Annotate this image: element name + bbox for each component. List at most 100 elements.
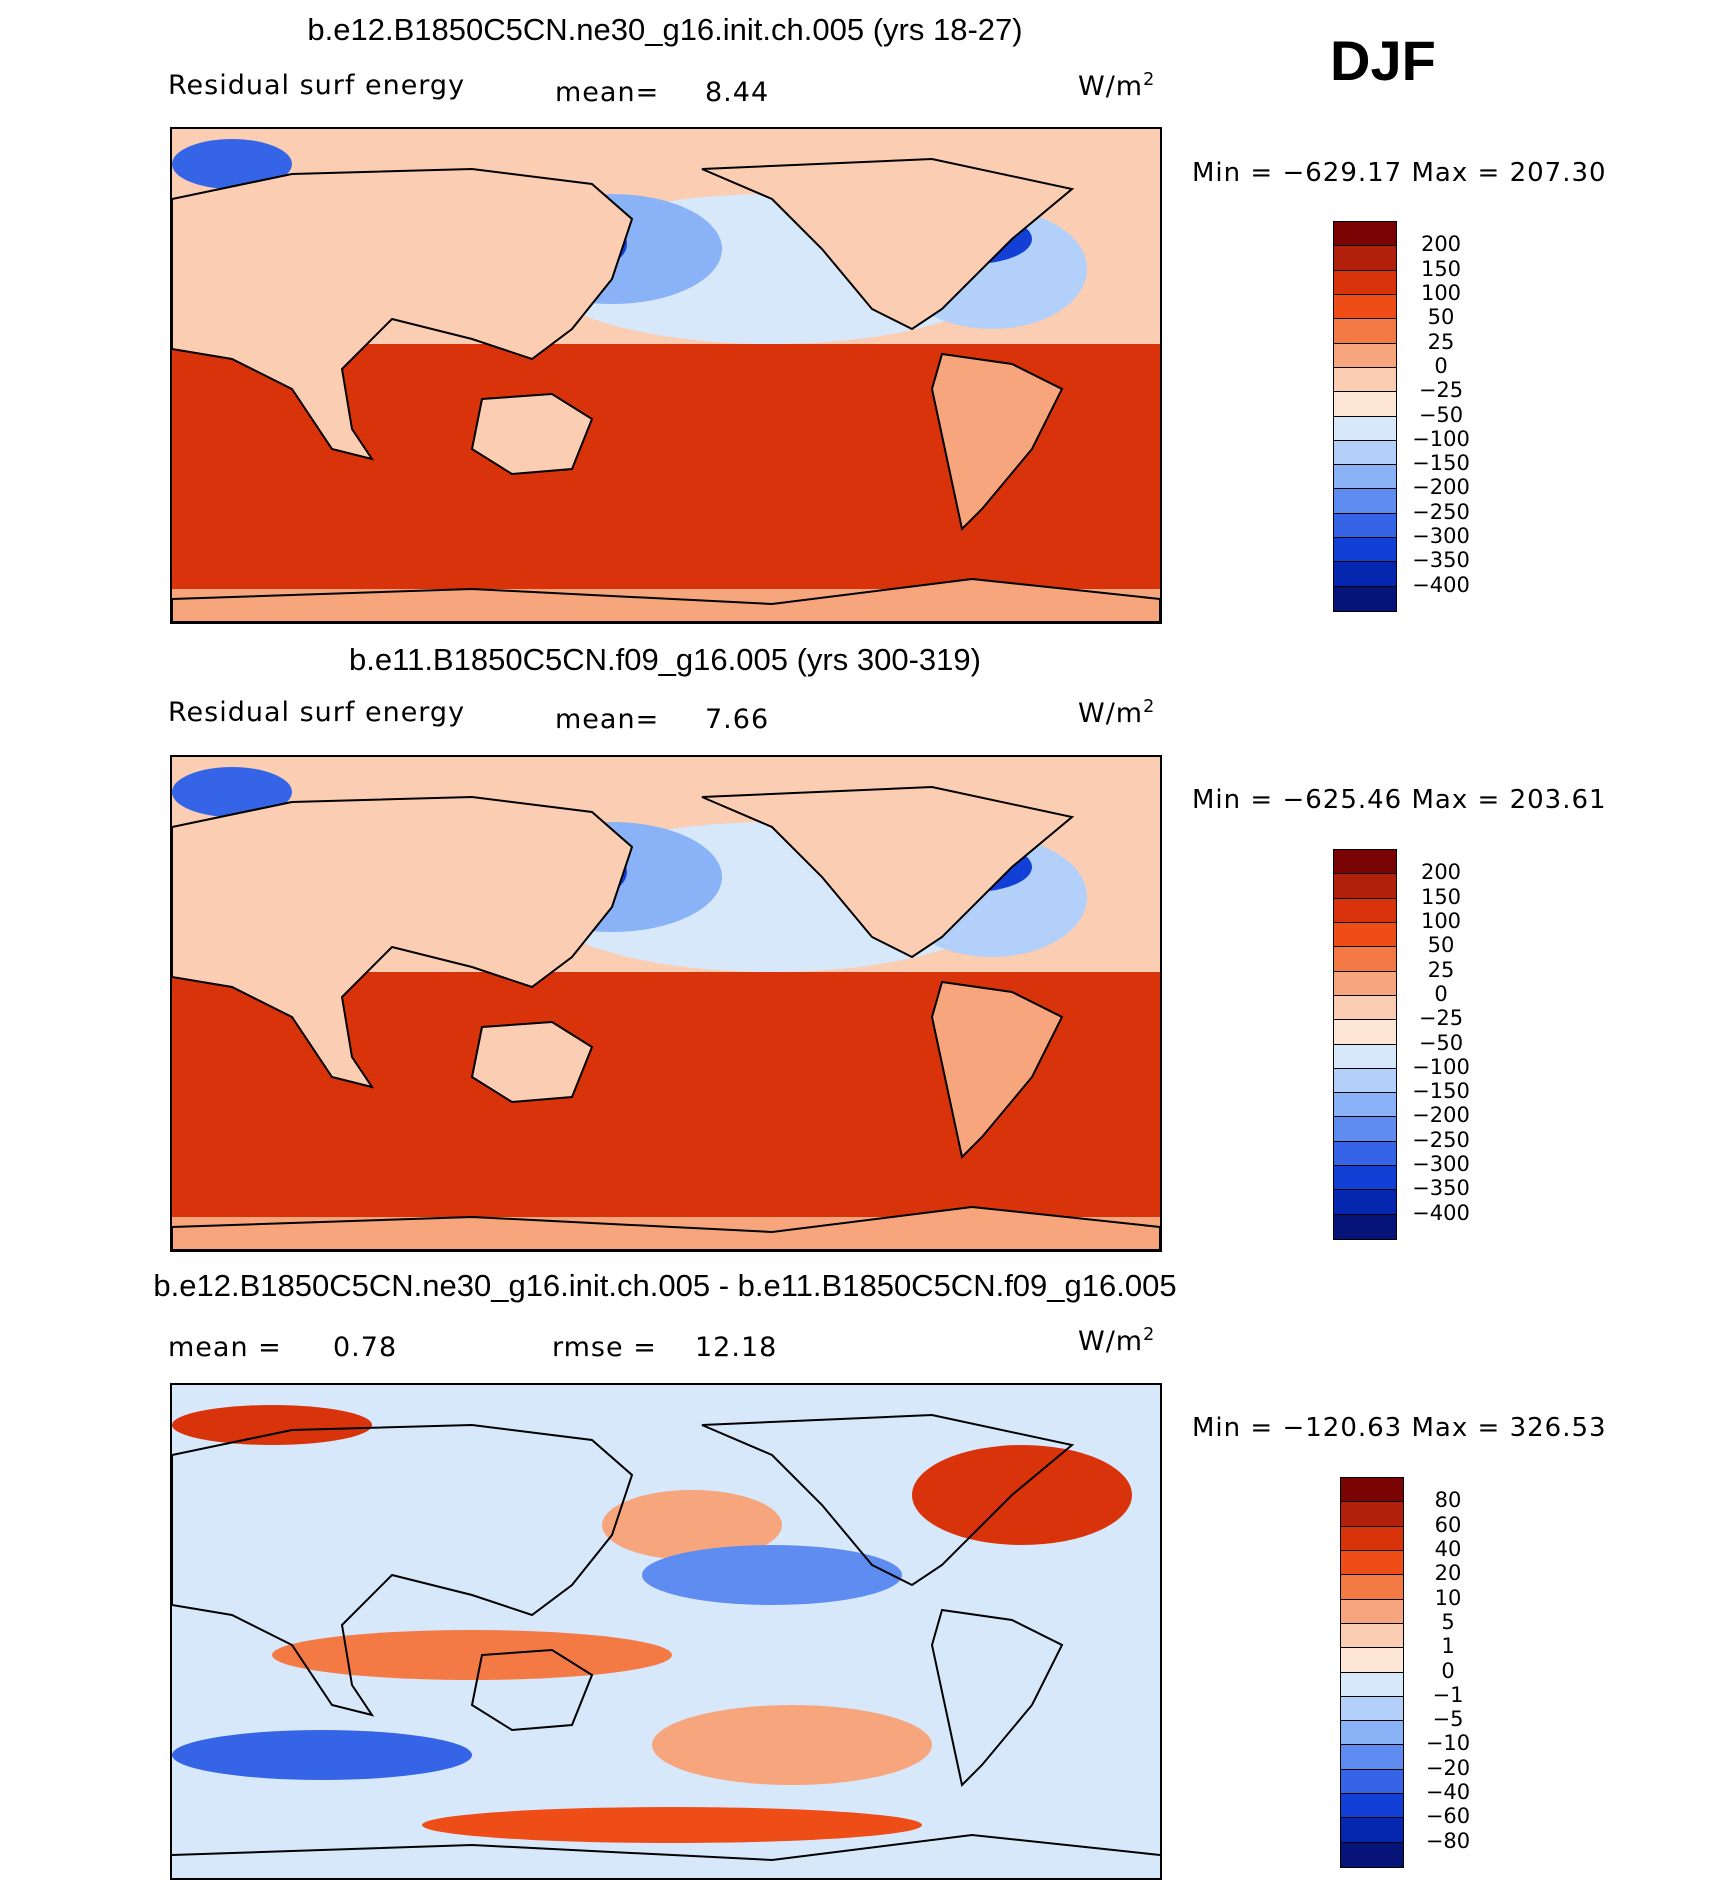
p3-antarctica — [172, 1833, 1160, 1862]
panel-1-colorbar — [1333, 221, 1397, 612]
panel-3-rmse-value: 12.18 — [695, 1332, 778, 1363]
panel-2-mean-value: 7.66 — [705, 704, 770, 735]
panel-1-min-value: −629.17 — [1282, 158, 1403, 188]
colorbar-swatch — [1334, 1020, 1396, 1045]
panel-1-min-label: Min — [1192, 158, 1242, 188]
panel-2-max-value: 203.61 — [1509, 785, 1607, 815]
colorbar-swatch — [1341, 1599, 1403, 1624]
colorbar-swatch — [1334, 874, 1396, 899]
colorbar-tick-label: −1 — [1432, 1682, 1464, 1707]
colorbar-swatch — [1334, 1044, 1396, 1069]
colorbar-tick-label: −250 — [1412, 499, 1470, 524]
colorbar-swatch — [1334, 1214, 1396, 1239]
p2-australia — [470, 1020, 594, 1104]
colorbar-swatch — [1334, 319, 1396, 344]
panel-1-title: b.e12.B1850C5CN.ne30_g16.init.ch.005 (yr… — [307, 12, 1023, 47]
colorbar-tick-label: −350 — [1412, 548, 1470, 573]
p3-southamerica — [930, 1608, 1064, 1788]
colorbar-swatch — [1334, 270, 1396, 295]
colorbar-tick-label: 150 — [1420, 256, 1462, 281]
panel-3-units-base: W/m — [1078, 1326, 1144, 1357]
colorbar-tick-label: 50 — [1427, 305, 1455, 330]
panel-1-units-base: W/m — [1078, 71, 1144, 102]
colorbar-swatch — [1341, 1623, 1403, 1649]
colorbar-swatch — [1334, 898, 1396, 923]
colorbar-tick-label: −400 — [1412, 1200, 1470, 1225]
panel-1-variable-label: Residual surf energy — [168, 70, 466, 101]
panel-1-mean-value: 8.44 — [705, 77, 770, 108]
p3-blob-1 — [602, 1490, 782, 1560]
p3-blob-8 — [422, 1807, 922, 1843]
colorbar-swatch — [1334, 343, 1396, 368]
panel-3-max-value: 326.53 — [1509, 1413, 1607, 1443]
p3-blob-7 — [172, 1730, 472, 1780]
colorbar-swatch — [1334, 995, 1396, 1021]
colorbar-swatch — [1334, 1068, 1396, 1094]
p2-northamerica — [701, 785, 1075, 959]
colorbar-swatch — [1334, 586, 1396, 611]
colorbar-tick-label: 40 — [1434, 1536, 1462, 1561]
panel-3-colorbar — [1340, 1477, 1404, 1868]
p1-eurasia — [172, 167, 634, 461]
colorbar-swatch — [1334, 538, 1396, 563]
season-label: DJF — [1330, 29, 1436, 92]
p3-blob-3 — [172, 1405, 372, 1445]
colorbar-swatch — [1341, 1721, 1403, 1746]
panel-3-max-label: Max — [1411, 1413, 1469, 1443]
colorbar-swatch — [1341, 1769, 1403, 1795]
panel-3-mean-label: mean = — [168, 1332, 282, 1363]
colorbar-tick-label: 0 — [1434, 353, 1448, 378]
colorbar-swatch — [1334, 367, 1396, 393]
p3-northamerica — [701, 1413, 1075, 1587]
colorbar-tick-label: −300 — [1412, 1152, 1470, 1177]
colorbar-swatch — [1334, 513, 1396, 539]
p2-antarctica — [172, 1205, 1160, 1250]
colorbar-tick-label: −40 — [1425, 1780, 1471, 1805]
panel-3-title: b.e12.B1850C5CN.ne30_g16.init.ch.005 - b… — [153, 1268, 1177, 1303]
colorbar-swatch — [1334, 1117, 1396, 1142]
panel-1-max-label: Max — [1411, 158, 1469, 188]
colorbar-swatch — [1334, 392, 1396, 417]
colorbar-tick-label: 100 — [1420, 280, 1462, 305]
colorbar-swatch — [1341, 1672, 1403, 1697]
colorbar-tick-label: −150 — [1412, 451, 1470, 476]
colorbar-swatch — [1334, 416, 1396, 441]
panel-3-min-value: −120.63 — [1282, 1413, 1403, 1443]
panel-1-max-value: 207.30 — [1509, 158, 1607, 188]
panel-3-mean-value: 0.78 — [333, 1332, 398, 1363]
panel-3-units: W/m2 — [1078, 1325, 1155, 1357]
colorbar-swatch — [1334, 1093, 1396, 1118]
panel-2-min-label: Min — [1192, 785, 1242, 815]
colorbar-tick-label: 10 — [1434, 1585, 1462, 1610]
panel-3-minmax: Min = −120.63 Max = 326.53 — [1192, 1413, 1607, 1443]
colorbar-swatch — [1341, 1818, 1403, 1843]
colorbar-swatch — [1341, 1842, 1403, 1867]
colorbar-tick-label: −100 — [1412, 1054, 1470, 1079]
p3-blob-6 — [642, 1545, 902, 1605]
colorbar-tick-label: −10 — [1425, 1731, 1471, 1756]
colorbar-swatch — [1341, 1575, 1403, 1600]
p3-blob-4 — [272, 1630, 672, 1680]
panel-2-variable-label: Residual surf energy — [168, 697, 466, 728]
colorbar-tick-label: 200 — [1420, 860, 1462, 885]
panel-3-map — [170, 1383, 1162, 1880]
p2-eurasia — [172, 795, 634, 1089]
colorbar-swatch — [1334, 465, 1396, 490]
panel-1-minmax: Min = −629.17 Max = 207.30 — [1192, 158, 1607, 188]
colorbar-tick-label: −100 — [1412, 426, 1470, 451]
colorbar-swatch — [1341, 1550, 1403, 1576]
colorbar-tick-label: −5 — [1432, 1707, 1464, 1732]
colorbar-tick-label: 1 — [1441, 1634, 1455, 1659]
colorbar-swatch — [1334, 850, 1396, 875]
colorbar-tick-label: −400 — [1412, 572, 1470, 597]
colorbar-tick-label: 25 — [1427, 329, 1455, 354]
p1-australia — [470, 392, 594, 476]
colorbar-tick-label: −50 — [1418, 402, 1464, 427]
colorbar-swatch — [1334, 222, 1396, 247]
colorbar-tick-label: 50 — [1427, 933, 1455, 958]
colorbar-tick-label: 150 — [1420, 884, 1462, 909]
colorbar-tick-label: −300 — [1412, 524, 1470, 549]
colorbar-swatch — [1334, 1141, 1396, 1167]
colorbar-tick-label: −60 — [1425, 1804, 1471, 1829]
colorbar-tick-label: 25 — [1427, 957, 1455, 982]
